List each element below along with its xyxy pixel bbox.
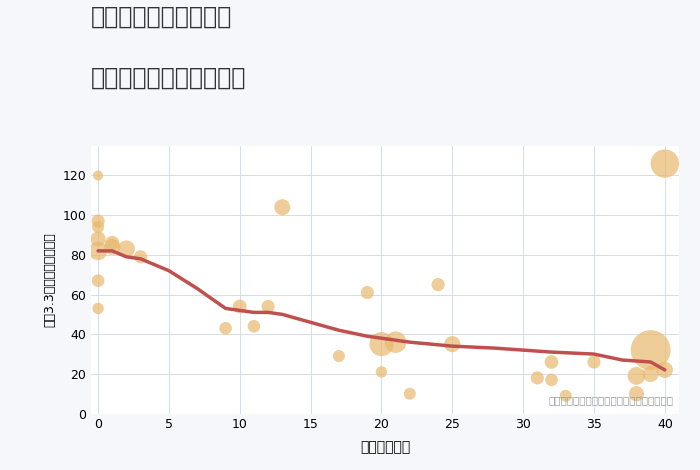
Point bbox=[92, 277, 104, 284]
Text: 築年数別中古戸建て価格: 築年数別中古戸建て価格 bbox=[91, 66, 246, 90]
Point bbox=[404, 390, 415, 398]
Point bbox=[645, 370, 657, 378]
Point bbox=[234, 303, 246, 310]
Point bbox=[546, 376, 557, 384]
Point bbox=[433, 281, 444, 289]
Point bbox=[362, 289, 373, 296]
Point bbox=[92, 217, 104, 225]
X-axis label: 築年数（年）: 築年数（年） bbox=[360, 440, 410, 454]
Point bbox=[106, 243, 118, 251]
Point bbox=[92, 305, 104, 312]
Point bbox=[121, 245, 132, 253]
Point bbox=[376, 368, 387, 376]
Point bbox=[92, 223, 104, 231]
Point bbox=[92, 247, 104, 255]
Point bbox=[447, 340, 458, 348]
Point bbox=[631, 372, 642, 380]
Point bbox=[262, 303, 274, 310]
Text: 兵庫県姫路市藤ヶ台の: 兵庫県姫路市藤ヶ台の bbox=[91, 5, 232, 29]
Point bbox=[659, 366, 671, 374]
Point bbox=[560, 392, 571, 399]
Point bbox=[92, 235, 104, 243]
Point bbox=[135, 253, 146, 260]
Point bbox=[376, 340, 387, 348]
Point bbox=[333, 352, 344, 360]
Point bbox=[276, 204, 288, 211]
Point bbox=[248, 322, 260, 330]
Point bbox=[92, 172, 104, 179]
Point bbox=[659, 160, 671, 167]
Point bbox=[220, 324, 231, 332]
Point bbox=[532, 374, 543, 382]
Point bbox=[589, 358, 600, 366]
Y-axis label: 坪（3.3㎡）単価（万円）: 坪（3.3㎡）単価（万円） bbox=[43, 232, 57, 327]
Point bbox=[546, 358, 557, 366]
Point bbox=[645, 346, 657, 354]
Point bbox=[106, 239, 118, 247]
Point bbox=[390, 338, 401, 346]
Text: 円の大きさは、取引のあった物件面積を示す: 円の大きさは、取引のあった物件面積を示す bbox=[548, 396, 673, 406]
Point bbox=[631, 390, 642, 398]
